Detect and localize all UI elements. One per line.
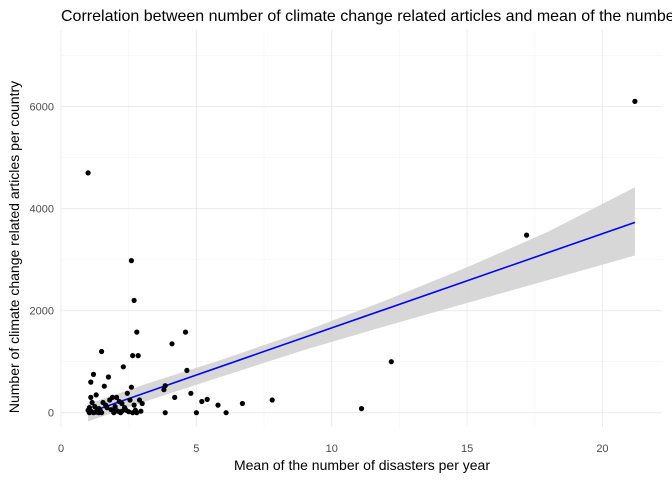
data-point <box>269 397 275 403</box>
data-point <box>136 397 143 403</box>
confidence-band <box>88 187 635 422</box>
x-axis-label: Mean of the number of disasters per year <box>234 457 490 473</box>
data-point <box>138 408 144 414</box>
data-point <box>85 407 91 413</box>
x-tick-label: 15 <box>461 443 473 455</box>
regression-line <box>87 221 636 414</box>
data-point <box>88 379 94 385</box>
data-point <box>93 392 99 398</box>
chart-title: Correlation between number of climate ch… <box>61 8 672 25</box>
y-tick-label: 4000 <box>30 204 54 216</box>
data-point <box>134 329 140 335</box>
data-point <box>131 297 137 303</box>
data-point <box>127 397 133 403</box>
data-point <box>388 359 394 365</box>
data-point <box>184 367 190 373</box>
y-tick-labels: 0 2000 4000 6000 <box>30 102 54 420</box>
data-point <box>119 408 125 414</box>
data-point <box>124 390 130 396</box>
data-point <box>113 394 120 400</box>
x-tick-label: 0 <box>58 443 64 455</box>
data-point <box>169 341 175 347</box>
data-point <box>88 394 94 400</box>
data-point <box>119 400 125 407</box>
data-point <box>188 390 194 396</box>
data-point <box>162 383 168 389</box>
data-point <box>85 170 91 176</box>
data-point <box>161 387 167 393</box>
grid-minor-lines <box>61 30 662 427</box>
data-point <box>109 394 115 400</box>
data-point <box>524 232 530 238</box>
data-point <box>131 402 137 408</box>
data-point <box>126 409 132 415</box>
data-point <box>199 398 205 405</box>
data-point <box>96 410 102 416</box>
data-point <box>162 410 168 416</box>
data-point <box>193 410 199 416</box>
data-point <box>89 399 95 406</box>
scatter-points <box>85 98 638 416</box>
x-tick-labels: 0 5 10 15 20 <box>58 443 609 455</box>
data-point <box>135 353 141 359</box>
data-point <box>172 394 178 400</box>
data-point <box>120 364 126 370</box>
data-point <box>101 383 107 389</box>
data-point <box>92 404 98 410</box>
data-point <box>632 98 638 104</box>
data-point <box>239 400 245 407</box>
data-point <box>112 404 118 410</box>
data-point <box>139 400 145 407</box>
data-point <box>204 396 210 402</box>
data-point <box>134 410 140 416</box>
data-point <box>223 410 229 416</box>
y-tick-label: 6000 <box>30 102 54 114</box>
y-axis-label: Number of climate change related article… <box>6 81 22 413</box>
data-point <box>128 384 134 390</box>
data-point <box>215 402 221 408</box>
data-point <box>99 348 105 355</box>
x-tick-label: 20 <box>596 443 608 455</box>
data-point <box>128 258 134 264</box>
y-tick-label: 0 <box>48 408 54 420</box>
data-point <box>130 353 136 359</box>
data-point <box>103 402 109 408</box>
data-point <box>111 410 117 416</box>
data-point <box>90 371 97 377</box>
x-tick-label: 10 <box>326 443 338 455</box>
data-point <box>105 374 111 380</box>
y-tick-label: 2000 <box>30 306 54 318</box>
data-point <box>358 406 365 412</box>
data-point <box>182 329 189 335</box>
x-tick-label: 5 <box>193 443 199 455</box>
